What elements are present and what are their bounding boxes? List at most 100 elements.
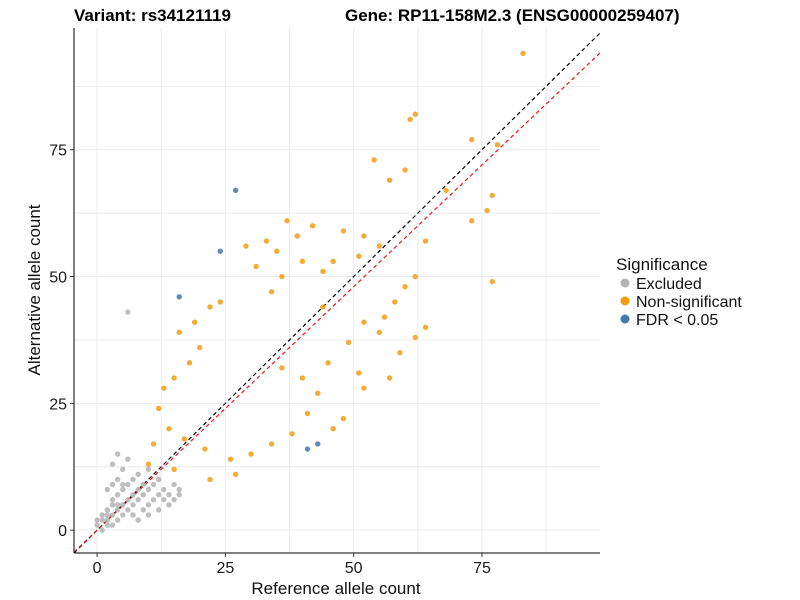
point-fdr-0-05 xyxy=(176,294,182,300)
point-non-significant xyxy=(243,243,249,249)
point-non-significant xyxy=(397,349,403,356)
point-excluded xyxy=(99,512,105,518)
point-excluded xyxy=(171,481,177,488)
point-non-significant xyxy=(340,415,347,422)
point-non-significant xyxy=(386,177,393,183)
point-excluded xyxy=(104,486,111,493)
x-tick-label: 25 xyxy=(216,560,234,577)
point-excluded xyxy=(104,517,111,523)
x-axis-title: Reference allele count xyxy=(251,579,420,598)
point-excluded xyxy=(99,527,105,533)
y-tick-label: 0 xyxy=(58,523,67,540)
reference-line-identity xyxy=(74,32,601,553)
point-non-significant xyxy=(376,329,383,336)
point-excluded xyxy=(104,507,111,513)
point-non-significant xyxy=(412,111,418,117)
point-non-significant xyxy=(263,238,270,244)
point-non-significant xyxy=(489,278,495,285)
point-excluded xyxy=(104,522,111,528)
point-non-significant xyxy=(386,375,393,381)
y-axis-title: Alternative allele count xyxy=(25,204,44,375)
point-excluded xyxy=(145,512,152,518)
y-tick-label: 75 xyxy=(49,143,67,160)
point-non-significant xyxy=(443,187,449,194)
x-tick-label: 75 xyxy=(473,560,491,577)
point-excluded xyxy=(150,481,157,488)
legend-swatch-non-significant xyxy=(620,296,630,306)
point-excluded xyxy=(166,491,172,498)
point-non-significant xyxy=(289,431,295,437)
point-excluded xyxy=(135,517,141,523)
point-excluded xyxy=(155,507,162,513)
point-non-significant xyxy=(340,228,347,234)
point-excluded xyxy=(171,497,177,503)
point-excluded xyxy=(109,502,116,508)
legend-label-non-significant: Non-significant xyxy=(636,294,742,311)
point-excluded xyxy=(109,522,116,528)
point-non-significant xyxy=(197,344,203,351)
point-non-significant xyxy=(248,451,254,457)
point-non-significant xyxy=(176,329,182,336)
point-non-significant xyxy=(186,360,193,366)
point-non-significant xyxy=(320,268,326,275)
point-excluded xyxy=(125,481,131,488)
point-excluded xyxy=(145,486,152,493)
point-excluded xyxy=(114,517,121,523)
point-non-significant xyxy=(150,441,157,447)
point-excluded xyxy=(94,517,100,523)
point-non-significant xyxy=(202,446,208,452)
point-excluded xyxy=(135,486,141,493)
point-non-significant xyxy=(407,116,413,123)
point-non-significant xyxy=(422,324,429,330)
reference-line-fit xyxy=(74,52,601,553)
point-non-significant xyxy=(207,304,213,310)
point-non-significant xyxy=(320,304,326,310)
point-non-significant xyxy=(161,385,167,391)
point-fdr-0-05 xyxy=(315,441,321,447)
point-excluded xyxy=(114,476,121,483)
point-excluded xyxy=(120,466,126,473)
point-non-significant xyxy=(299,258,306,265)
point-non-significant xyxy=(309,223,316,229)
point-excluded xyxy=(125,456,131,462)
legend-swatch-fdr xyxy=(620,314,630,324)
point-non-significant xyxy=(412,334,418,341)
point-excluded xyxy=(120,486,126,493)
point-excluded xyxy=(161,486,167,493)
point-non-significant xyxy=(171,466,177,473)
point-non-significant xyxy=(155,405,162,412)
title-variant: Variant: rs34121119 xyxy=(74,6,231,25)
point-excluded xyxy=(130,476,136,483)
point-non-significant xyxy=(381,314,388,320)
point-non-significant xyxy=(207,476,213,483)
gridlines xyxy=(74,28,600,553)
point-excluded xyxy=(120,502,126,508)
point-excluded xyxy=(114,491,121,498)
point-non-significant xyxy=(279,273,285,280)
point-excluded xyxy=(176,486,182,493)
point-excluded xyxy=(145,502,152,508)
point-non-significant xyxy=(361,233,367,239)
x-tick-label: 50 xyxy=(345,560,363,577)
point-non-significant xyxy=(469,136,475,143)
point-non-significant xyxy=(279,365,285,371)
point-excluded xyxy=(114,502,121,508)
point-non-significant xyxy=(356,253,362,259)
x-tick-label: 0 xyxy=(93,560,102,577)
point-excluded xyxy=(140,481,146,488)
point-non-significant xyxy=(304,410,311,417)
point-non-significant xyxy=(402,167,408,173)
point-non-significant xyxy=(356,370,362,376)
point-non-significant xyxy=(166,426,172,432)
point-excluded xyxy=(114,507,121,513)
point-excluded xyxy=(130,502,136,508)
legend-item-excluded: Excluded xyxy=(620,276,702,293)
point-non-significant xyxy=(268,441,275,447)
point-excluded xyxy=(114,451,121,457)
point-non-significant xyxy=(268,289,275,295)
point-non-significant xyxy=(284,218,290,224)
point-non-significant xyxy=(227,456,234,462)
point-non-significant xyxy=(315,390,321,396)
y-tick-label: 50 xyxy=(49,270,67,287)
